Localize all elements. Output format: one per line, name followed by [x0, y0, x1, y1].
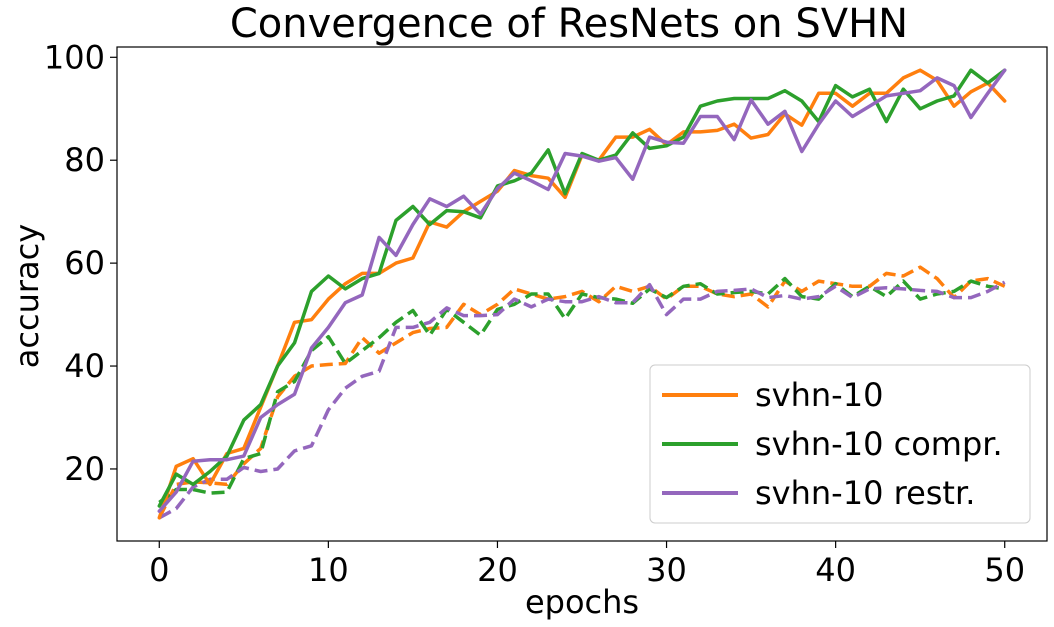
legend: svhn-10 svhn-10 compr. svhn-10 restr. — [649, 364, 1031, 524]
x-tick-label: 10 — [308, 551, 349, 589]
y-tick-label: 60 — [64, 244, 105, 282]
legend-label: svhn-10 compr. — [755, 425, 1003, 463]
x-tick-label: 30 — [646, 551, 687, 589]
legend-box — [649, 364, 1031, 524]
x-tick-label: 20 — [477, 551, 518, 589]
series-line-1-solid — [157, 68, 1007, 508]
x-tick-label: 50 — [984, 551, 1025, 589]
chart-title: Convergence of ResNets on SVHN — [230, 1, 908, 47]
y-tick-label: 40 — [64, 347, 105, 385]
x-tick-label: 40 — [815, 551, 856, 589]
x-axis-label: epochs — [525, 583, 639, 621]
series-layer — [157, 68, 1007, 520]
series-line-4-dashed — [158, 276, 1005, 504]
series-line-2-solid — [157, 68, 1007, 513]
plot-frame — [116, 46, 1048, 542]
legend-label: svhn-10 restr. — [755, 474, 975, 512]
y-tick-label: 20 — [64, 450, 105, 488]
axes-layer: 0 10 20 30 40 50 20 40 60 80 100 — [44, 38, 1048, 589]
series-line-5-dashed — [158, 280, 1006, 520]
y-axis-label: accuracy — [8, 224, 46, 368]
series-line-3-dashed — [157, 265, 1006, 519]
legend-label: svhn-10 — [755, 376, 883, 414]
y-tick-label: 80 — [64, 141, 105, 179]
x-tick-label: 0 — [149, 551, 169, 589]
y-tick-label: 100 — [44, 38, 105, 76]
